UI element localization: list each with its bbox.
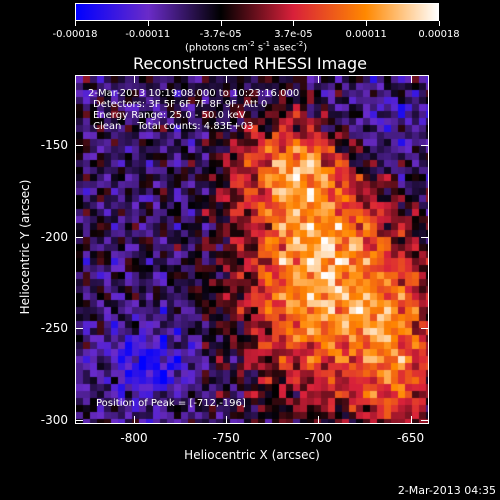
y-tick-label: -200: [40, 229, 68, 244]
x-tick-mark: [134, 75, 135, 83]
y-tick-mark: [421, 236, 429, 238]
info-peak-position: Position of Peak = [-712,-196]: [96, 398, 246, 409]
colorbar-tick-mark: [366, 21, 368, 26]
colorbar-tick-label: 3.7e-05: [274, 29, 313, 40]
colorbar-unit-label: (photons cm-2 s-1 asec-2): [185, 40, 308, 54]
x-tick-mark: [226, 416, 228, 424]
y-tick-mark: [421, 144, 429, 146]
colorbar-tick-label: -0.00018: [52, 29, 98, 40]
y-tick-mark: [421, 328, 429, 330]
colorbar-tick-label: -3.7e-05: [199, 29, 242, 40]
y-tick-mark: [421, 420, 429, 422]
colorbar-tick-label: 0.00011: [345, 29, 387, 40]
x-tick-mark: [410, 416, 412, 424]
plot-title: Reconstructed RHESSI Image: [133, 54, 367, 73]
colorbar-tick-mark: [439, 21, 440, 26]
heatmap-image: [76, 76, 428, 423]
x-tick-mark: [410, 75, 412, 83]
x-tick-mark: [318, 75, 320, 83]
y-tick-label: -150: [40, 137, 68, 152]
timestamp: 2-Mar-2013 04:35: [397, 484, 496, 497]
info-time-range: 2-Mar-2013 10:19:08.000 to 10:23:16.000: [88, 88, 300, 99]
x-tick-label: -750: [212, 431, 240, 445]
x-tick-label: -650: [396, 431, 425, 445]
info-energy-range: Energy Range: 25.0 - 50.0 keV: [93, 110, 246, 121]
x-tick-label: -800: [120, 431, 148, 445]
y-tick-mark: [75, 328, 83, 330]
y-tick-mark: [75, 144, 83, 146]
info-detectors: Detectors: 3F 5F 6F 7F 8F 9F, Att 0: [93, 99, 268, 110]
colorbar-tick-mark: [220, 21, 222, 26]
y-tick-mark: [75, 420, 83, 422]
x-tick-mark: [134, 416, 135, 424]
y-tick-label: -300: [40, 413, 68, 428]
y-tick-label: -250: [40, 321, 68, 336]
x-axis-label: Heliocentric X (arcsec): [184, 448, 320, 462]
colorbar-tick-label: 0.00018: [418, 29, 460, 40]
x-tick-mark: [226, 75, 228, 83]
info-clean-counts: Clean Total counts: 4.83E+03: [93, 121, 254, 132]
x-tick-mark: [318, 416, 320, 424]
y-axis-label: Heliocentric Y (arcsec): [18, 179, 32, 315]
colorbar-tick-mark: [293, 21, 295, 26]
colorbar-tick-mark: [75, 21, 76, 26]
colorbar-tick-label: -0.00011: [125, 29, 171, 40]
y-tick-mark: [75, 236, 83, 238]
x-tick-label: -700: [304, 431, 332, 445]
colorbar: [75, 3, 439, 21]
colorbar-tick-mark: [147, 21, 149, 26]
plot-area: 2-Mar-2013 10:19:08.000 to 10:23:16.000 …: [75, 75, 429, 424]
